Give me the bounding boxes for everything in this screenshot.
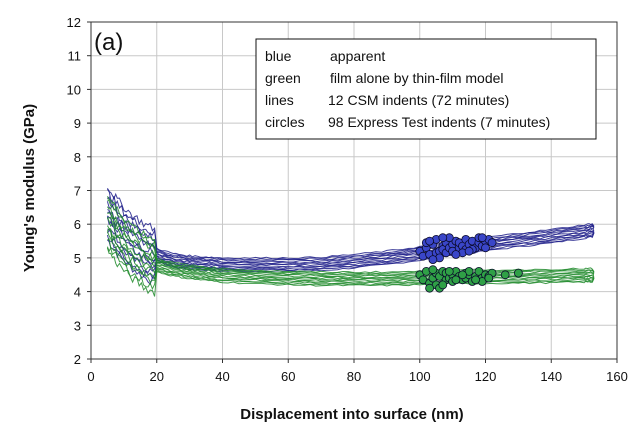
express-point xyxy=(428,265,438,275)
express-point xyxy=(500,270,510,280)
express-point xyxy=(481,243,490,253)
express-point xyxy=(438,280,448,290)
apparent-express-points xyxy=(415,233,497,265)
csm-line xyxy=(107,211,595,266)
legend-box xyxy=(255,38,597,140)
csm-line xyxy=(106,196,595,274)
x-tick-label: 100 xyxy=(409,369,431,384)
legend-key-lines: lines xyxy=(265,92,294,108)
y-tick-label: 3 xyxy=(74,318,81,333)
legend-text-blue: apparent xyxy=(330,48,385,64)
express-point xyxy=(425,236,435,246)
y-tick-label: 9 xyxy=(74,116,81,131)
film-express-points xyxy=(415,265,523,293)
y-tick-label: 12 xyxy=(67,15,81,30)
x-axis-title: Displacement into surface (nm) xyxy=(240,406,463,423)
legend-text-green: film alone by thin-film model xyxy=(330,70,504,86)
panel-label: (a) xyxy=(94,29,123,56)
express-point xyxy=(464,246,474,256)
apparent-csm-lines xyxy=(106,188,595,286)
express-point xyxy=(484,273,494,283)
csm-line xyxy=(106,188,595,261)
express-point xyxy=(444,266,454,276)
legend-text-lines: 12 CSM indents (72 minutes) xyxy=(328,92,509,108)
y-tick-label: 11 xyxy=(68,49,82,64)
y-tick-label: 5 xyxy=(74,251,81,266)
y-tick-label: 6 xyxy=(74,217,81,232)
csm-line xyxy=(106,246,595,291)
express-point xyxy=(477,233,487,243)
legend-key-green: green xyxy=(265,70,301,86)
x-tick-label: 60 xyxy=(281,369,295,384)
legend-text-circles: 98 Express Test indents (7 minutes) xyxy=(328,114,550,130)
x-tick-label: 160 xyxy=(606,369,628,384)
express-point xyxy=(514,268,523,278)
legend-key-blue: blue xyxy=(265,48,292,64)
y-tick-label: 10 xyxy=(67,82,81,97)
csm-line xyxy=(106,231,595,283)
csm-line xyxy=(106,189,595,260)
express-point xyxy=(438,233,448,243)
express-point xyxy=(425,283,435,293)
x-tick-label: 20 xyxy=(150,369,164,384)
ticks: 0 20 40 60 80 100 120 140 160 2 3 4 5 6 7 8 9 10 11 12 xyxy=(67,15,628,384)
x-tick-label: 80 xyxy=(347,369,361,384)
csm-line xyxy=(107,215,595,267)
express-point xyxy=(487,238,497,248)
express-point xyxy=(451,250,461,259)
express-point xyxy=(471,275,481,285)
csm-line xyxy=(107,237,595,285)
legend: blue apparent green film alone by thin-f… xyxy=(255,38,597,140)
y-tick-label: 8 xyxy=(74,150,81,165)
x-tick-label: 40 xyxy=(215,369,229,384)
y-axis-title: Young's modulus (GPa) xyxy=(21,104,38,272)
x-tick-label: 0 xyxy=(87,369,94,384)
y-tick-label: 4 xyxy=(74,285,81,300)
csm-line xyxy=(106,229,595,274)
express-point xyxy=(428,255,438,265)
x-tick-label: 140 xyxy=(540,369,562,384)
series-layer xyxy=(106,188,595,297)
legend-key-circles: circles xyxy=(265,114,305,130)
y-tick-label: 7 xyxy=(74,184,81,199)
express-point xyxy=(451,275,461,285)
express-point xyxy=(458,270,467,280)
y-tick-label: 2 xyxy=(74,352,81,367)
x-tick-label: 120 xyxy=(475,369,497,384)
